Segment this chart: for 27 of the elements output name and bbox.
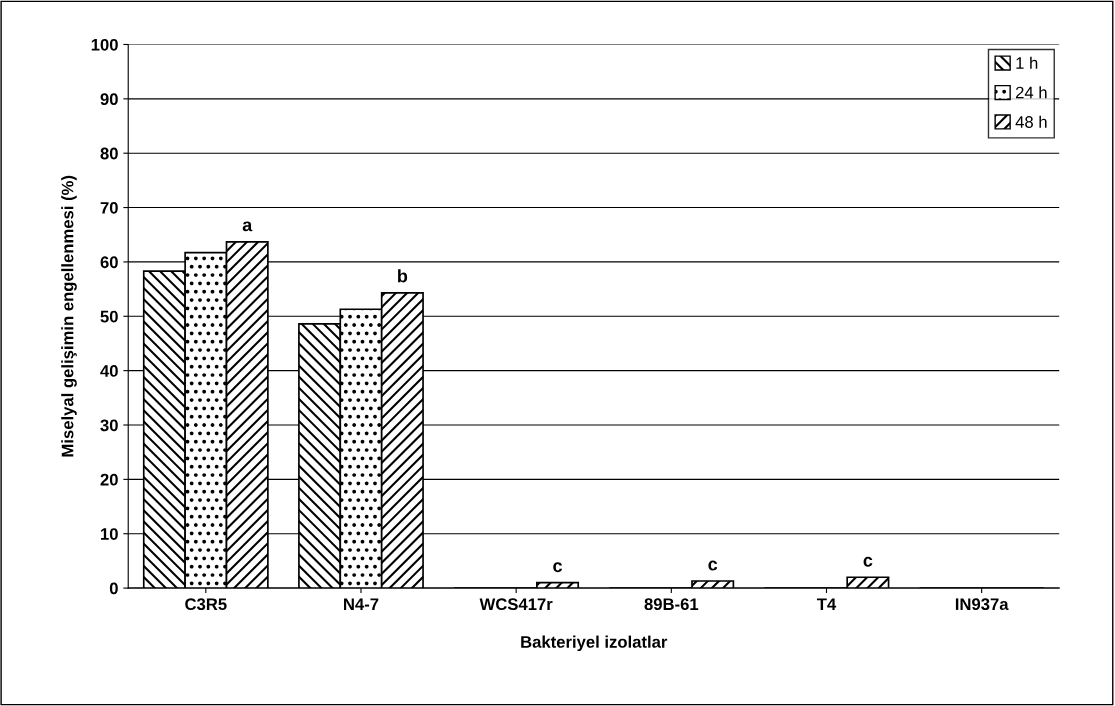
- y-tick-label: 20: [100, 473, 118, 486]
- annotation: c: [863, 556, 873, 567]
- legend-label: 48 h: [1015, 115, 1047, 128]
- x-tick-label: 89B-61: [644, 598, 699, 611]
- x-tick-label: IN937a: [955, 598, 1009, 611]
- y-tick-label: 70: [100, 201, 118, 214]
- y-tick-label: 40: [100, 365, 118, 377]
- x-tick-label: WCS417r: [479, 598, 553, 611]
- annotation: c: [708, 560, 718, 571]
- x-tick-label: C3R5: [185, 598, 227, 611]
- y-tick-label: 80: [100, 147, 118, 160]
- y-tick-label: 60: [100, 256, 118, 269]
- y-tick-label: 100: [91, 38, 118, 51]
- x-axis-title: Bakteriyel izolatlar: [521, 635, 668, 652]
- legend-label: 1 h: [1016, 56, 1038, 69]
- x-tick-label: T4: [816, 598, 837, 610]
- annotation: b: [398, 269, 408, 283]
- y-tick-label: 50: [100, 310, 118, 323]
- annotation: c: [553, 562, 563, 573]
- y-tick-label: 0: [109, 582, 118, 595]
- legend-label: 24 h: [1015, 86, 1047, 99]
- y-tick-label: 10: [101, 528, 118, 540]
- annotation: a: [242, 221, 253, 232]
- y-tick-label: 30: [100, 419, 118, 432]
- y-tick-label: 90: [100, 93, 118, 106]
- y-axis-title: Miselyal gelişimin engellenmesi (%): [61, 175, 77, 457]
- x-tick-label: N4-7: [344, 598, 379, 610]
